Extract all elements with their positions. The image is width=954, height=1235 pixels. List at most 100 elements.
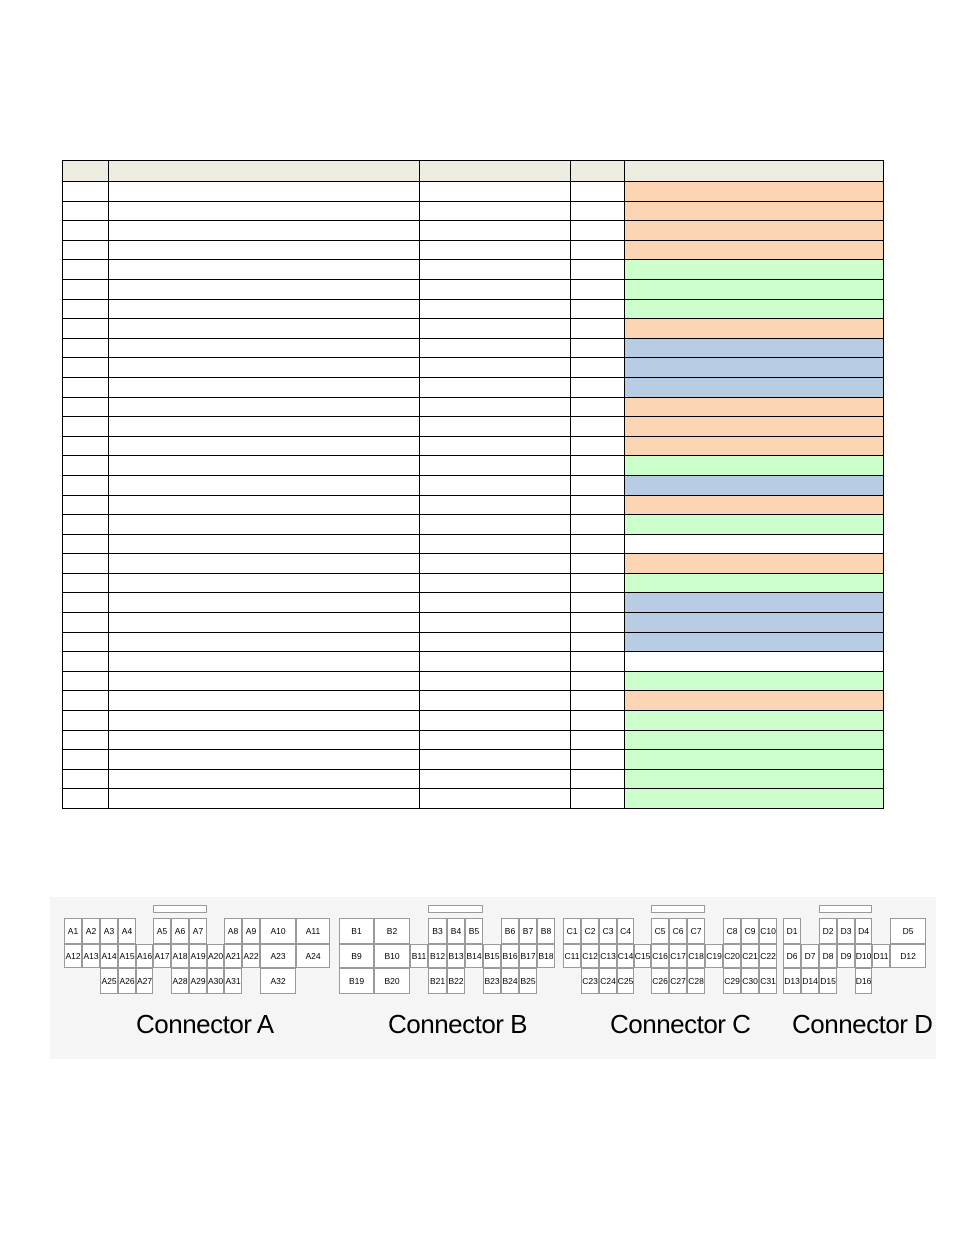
pin-table-body bbox=[62, 160, 884, 809]
pin-a7: A7 bbox=[189, 918, 207, 944]
pin-a6: A6 bbox=[171, 918, 189, 944]
wire-cell bbox=[419, 592, 571, 614]
pin-b12: B12 bbox=[428, 944, 447, 968]
wire-cell bbox=[419, 494, 571, 516]
pin-b18: B18 bbox=[537, 944, 555, 968]
pin-c16: C16 bbox=[651, 944, 669, 968]
table-row bbox=[62, 631, 884, 653]
pin-b25: B25 bbox=[519, 968, 537, 994]
pin-c19: C19 bbox=[705, 944, 723, 968]
connector-b-latch bbox=[428, 905, 483, 913]
gauge-cell bbox=[570, 572, 625, 594]
wire-cell bbox=[419, 357, 571, 378]
gauge-cell bbox=[570, 416, 625, 437]
pin-cell bbox=[62, 416, 109, 437]
wire-cell bbox=[419, 768, 571, 790]
table-row bbox=[62, 181, 884, 202]
table-header-row bbox=[62, 160, 884, 182]
pin-c15: C15 bbox=[634, 944, 651, 968]
description-cell bbox=[108, 278, 420, 300]
gauge-cell bbox=[570, 690, 625, 712]
wire-cell bbox=[419, 298, 571, 320]
description-cell bbox=[108, 514, 420, 535]
pin-c28: C28 bbox=[687, 968, 705, 994]
description-cell bbox=[108, 553, 420, 574]
wire-cell bbox=[419, 318, 571, 339]
pin-a18: A18 bbox=[171, 944, 189, 968]
pin-a11: A11 bbox=[296, 918, 330, 944]
table-row bbox=[62, 474, 884, 496]
status-cell bbox=[624, 690, 884, 712]
pin-c7: C7 bbox=[687, 918, 705, 944]
pin-b5: B5 bbox=[465, 918, 483, 944]
status-cell bbox=[624, 318, 884, 339]
pin-cell bbox=[62, 710, 109, 731]
header-cell-wire bbox=[419, 160, 571, 182]
wire-cell bbox=[419, 690, 571, 712]
pin-d1: D1 bbox=[783, 918, 801, 944]
gauge-cell bbox=[570, 318, 625, 339]
pin-a32: A32 bbox=[260, 968, 296, 994]
wire-cell bbox=[419, 514, 571, 535]
description-cell bbox=[108, 474, 420, 496]
pin-c18: C18 bbox=[687, 944, 705, 968]
pin-d3: D3 bbox=[837, 918, 855, 944]
gauge-cell bbox=[570, 435, 625, 457]
description-cell bbox=[108, 572, 420, 594]
description-cell bbox=[108, 749, 420, 770]
pin-cell bbox=[62, 318, 109, 339]
pin-cell bbox=[62, 494, 109, 516]
wire-cell bbox=[419, 553, 571, 574]
gauge-cell bbox=[570, 181, 625, 202]
wire-cell bbox=[419, 200, 571, 222]
table-row bbox=[62, 749, 884, 770]
pin-a3: A3 bbox=[100, 918, 118, 944]
pin-a28: A28 bbox=[171, 968, 189, 994]
pin-cell bbox=[62, 376, 109, 398]
status-cell bbox=[624, 278, 884, 300]
description-cell bbox=[108, 710, 420, 731]
gauge-cell bbox=[570, 494, 625, 516]
pin-b16: B16 bbox=[501, 944, 519, 968]
pin-d11: D11 bbox=[872, 944, 890, 968]
table-row bbox=[62, 239, 884, 261]
status-cell bbox=[624, 553, 884, 574]
description-cell bbox=[108, 631, 420, 653]
table-row bbox=[62, 220, 884, 241]
pin-cell bbox=[62, 220, 109, 241]
pin-c22: C22 bbox=[759, 944, 777, 968]
pin-c9: C9 bbox=[741, 918, 759, 944]
description-cell bbox=[108, 690, 420, 712]
wire-cell bbox=[419, 278, 571, 300]
status-cell bbox=[624, 337, 884, 359]
pin-c27: C27 bbox=[669, 968, 687, 994]
pin-a2: A2 bbox=[82, 918, 100, 944]
wire-cell bbox=[419, 651, 571, 672]
pin-c21: C21 bbox=[741, 944, 759, 968]
pin-a1: A1 bbox=[64, 918, 82, 944]
pin-b7: B7 bbox=[519, 918, 537, 944]
pin-cell bbox=[62, 651, 109, 672]
pin-b21: B21 bbox=[428, 968, 447, 994]
table-row bbox=[62, 690, 884, 712]
pin-b2: B2 bbox=[374, 918, 410, 944]
gauge-cell bbox=[570, 651, 625, 672]
pin-c14: C14 bbox=[617, 944, 634, 968]
pin-cell bbox=[62, 239, 109, 261]
status-cell bbox=[624, 396, 884, 418]
wire-cell bbox=[419, 376, 571, 398]
pin-c29: C29 bbox=[723, 968, 741, 994]
pin-c1: C1 bbox=[563, 918, 581, 944]
pin-d8: D8 bbox=[819, 944, 837, 968]
status-cell bbox=[624, 455, 884, 476]
wire-cell bbox=[419, 181, 571, 202]
status-cell bbox=[624, 474, 884, 496]
pin-cell bbox=[62, 749, 109, 770]
wire-cell bbox=[419, 220, 571, 241]
connector-c-latch bbox=[651, 905, 705, 913]
wire-cell bbox=[419, 572, 571, 594]
pin-a20: A20 bbox=[207, 944, 224, 968]
gauge-cell bbox=[570, 631, 625, 653]
pin-c11: C11 bbox=[563, 944, 581, 968]
pin-c5: C5 bbox=[651, 918, 669, 944]
